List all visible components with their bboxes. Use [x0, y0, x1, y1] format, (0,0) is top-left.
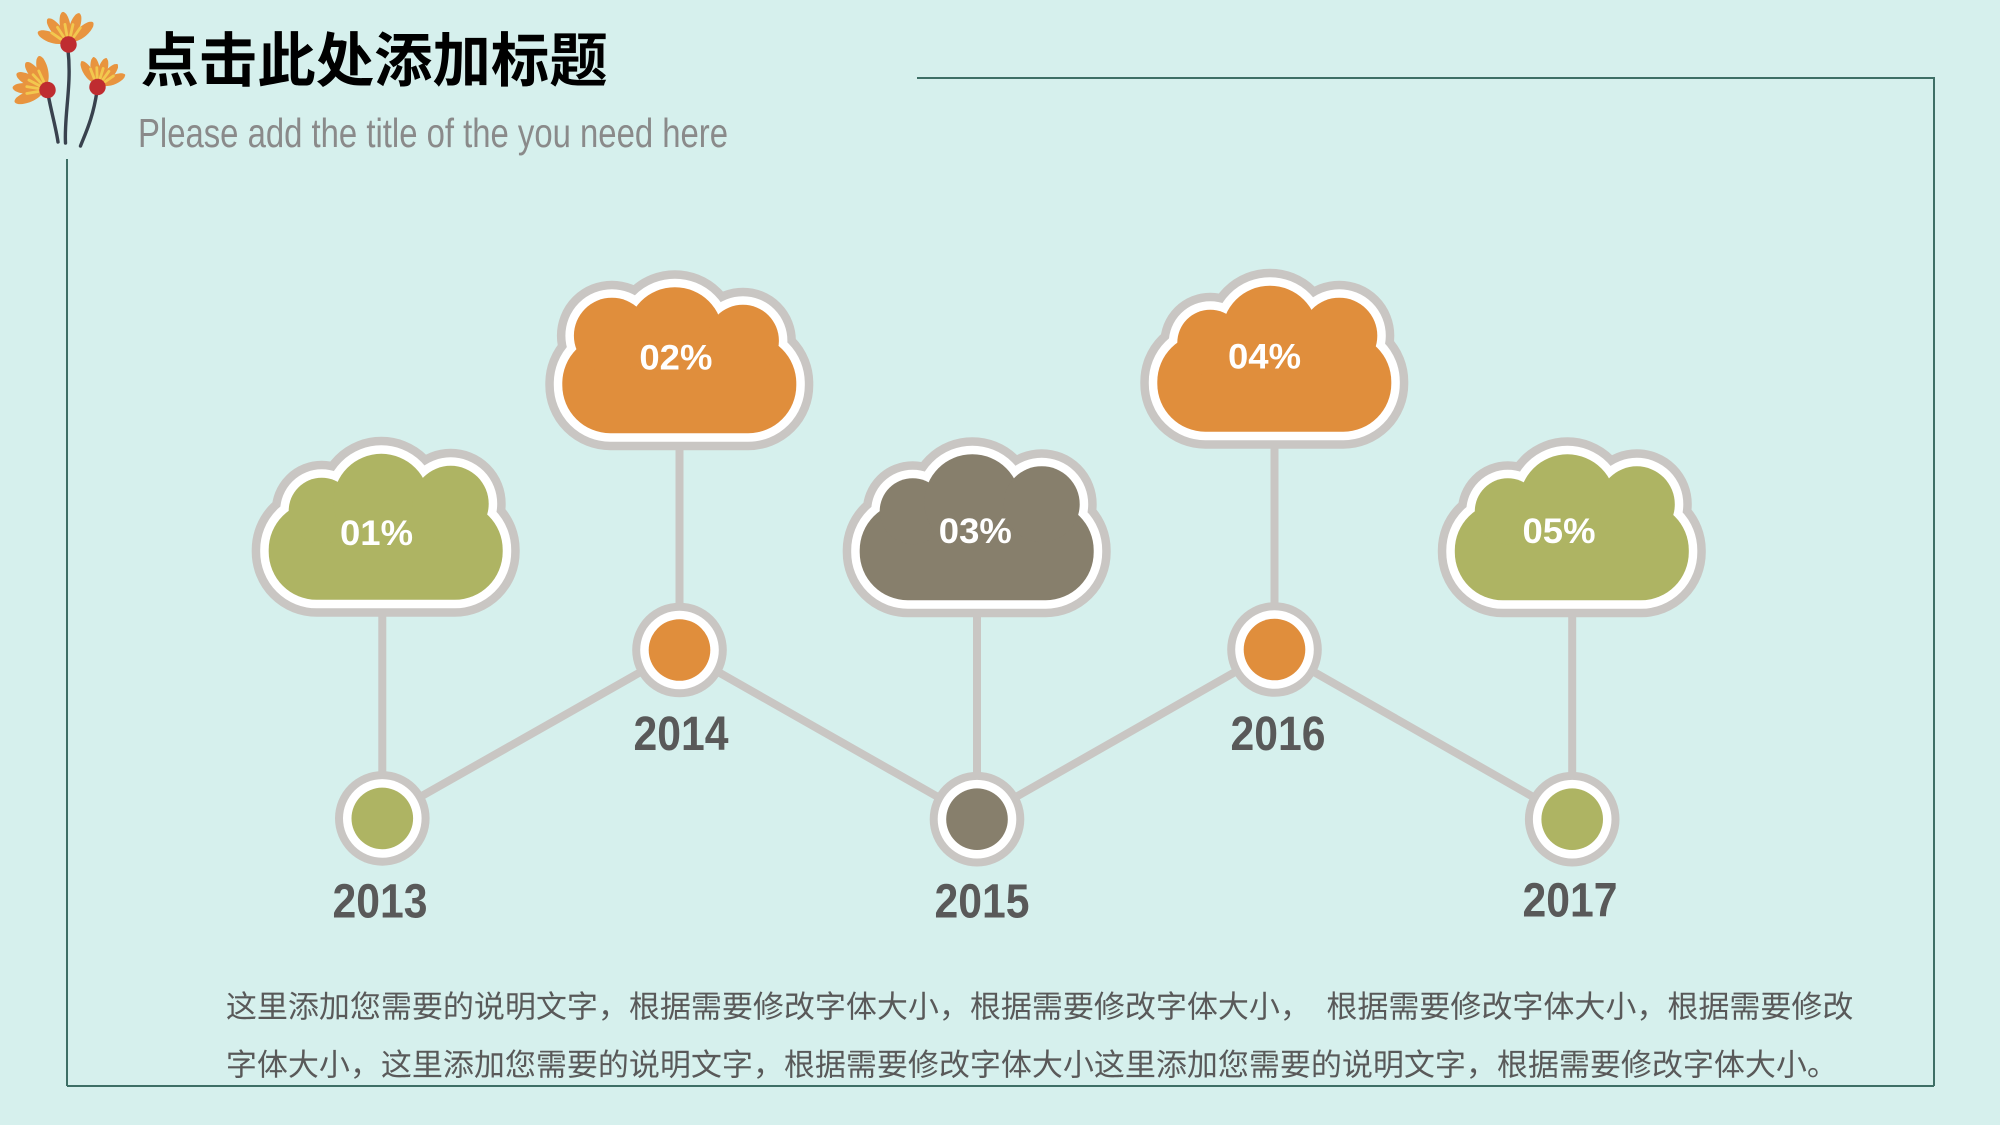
svg-text:2014: 2014 [634, 708, 729, 761]
svg-text:02%: 02% [639, 339, 712, 378]
svg-text:03%: 03% [939, 512, 1012, 551]
svg-text:2016: 2016 [1231, 708, 1326, 761]
svg-text:01%: 01% [340, 514, 413, 553]
svg-text:2015: 2015 [935, 876, 1030, 929]
svg-text:04%: 04% [1228, 338, 1301, 377]
svg-text:Please add the title of the yo: Please add the title of the you need her… [138, 110, 728, 156]
svg-text:05%: 05% [1523, 512, 1596, 551]
svg-text:2013: 2013 [333, 876, 428, 929]
svg-text:2017: 2017 [1523, 875, 1618, 928]
